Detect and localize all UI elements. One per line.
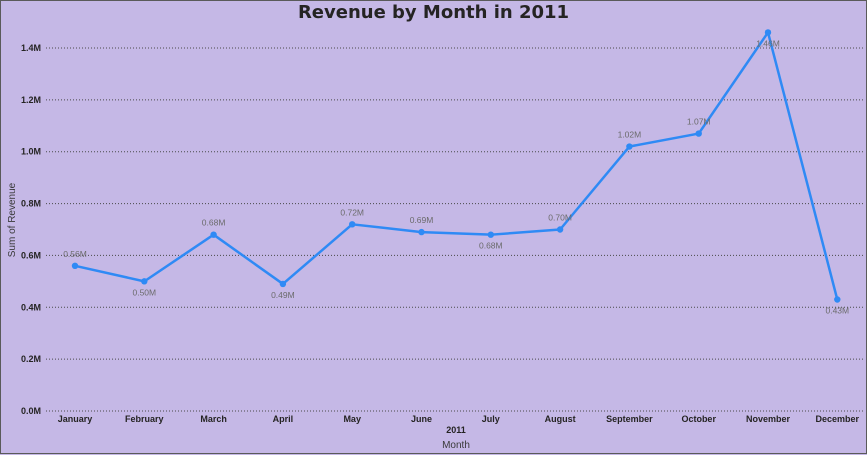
y-tick-label: 0.4M [21,302,41,312]
x-tick-label: June [411,414,432,424]
y-tick-label: 0.6M [21,250,41,260]
x-axis-title: Month [442,440,470,451]
data-label: 0.68M [479,241,503,251]
x-tick-label: February [125,414,164,424]
x-tick-label: August [545,414,576,424]
chart-title: Revenue by Month in 2011 [297,2,570,23]
y-tick-label: 1.4M [21,43,41,53]
data-label: 0.68M [202,218,226,228]
x-tick-label: May [343,414,361,424]
x-tick-label: September [606,414,653,424]
x-axis-year-label: 2011 [446,425,466,435]
x-tick-label: November [746,414,791,424]
x-tick-label: December [816,414,860,424]
data-point[interactable] [210,231,217,238]
data-point[interactable] [279,280,287,288]
x-tick-label: October [681,414,716,424]
data-label: 0.72M [340,207,364,217]
y-tick-label: 1.2M [21,95,41,105]
x-tick-label: January [58,414,93,424]
data-label: 0.70M [548,213,572,223]
data-point[interactable] [764,29,772,36]
y-axis-title: Sum of Revenue [7,182,18,257]
data-label: 1.02M [618,130,642,140]
data-label: 0.69M [410,215,434,225]
data-label: 0.50M [132,287,156,297]
x-tick-label: July [482,414,500,424]
data-point[interactable] [834,296,841,303]
series-line [74,31,839,300]
y-tick-label: 0.8M [21,199,41,209]
y-tick-label: 0.0M [21,406,41,416]
data-label: 0.56M [63,249,87,259]
data-point[interactable] [141,278,148,285]
gridlines [46,47,863,412]
data-label: 0.43M [825,306,849,316]
data-label: 1.46M [756,38,780,48]
data-points [71,29,841,303]
x-tick-label: April [273,414,294,424]
y-tick-label: 0.2M [21,354,41,364]
data-point[interactable] [695,130,702,137]
y-tick-label: 1.0M [21,147,41,157]
data-point[interactable] [418,228,425,236]
data-label: 0.49M [271,290,295,300]
data-label: 1.07M [687,117,711,127]
data-point[interactable] [556,226,564,233]
data-point[interactable] [71,262,79,269]
data-point[interactable] [487,231,494,238]
y-axis-ticks: 0.0M 0.2M 0.4M 0.6M 0.8M 1.0M 1.2M 1.4M [21,43,41,416]
series-line-path [74,31,839,300]
x-tick-label: March [200,414,227,424]
x-axis-ticks: January February March April May June July Augu… [58,414,860,424]
data-point[interactable] [626,143,633,150]
data-labels: 0.56M 0.50M 0.68M 0.49M 0.72M 0.69M 0.68M 0.70M… [63,38,849,315]
data-point[interactable] [349,221,356,228]
